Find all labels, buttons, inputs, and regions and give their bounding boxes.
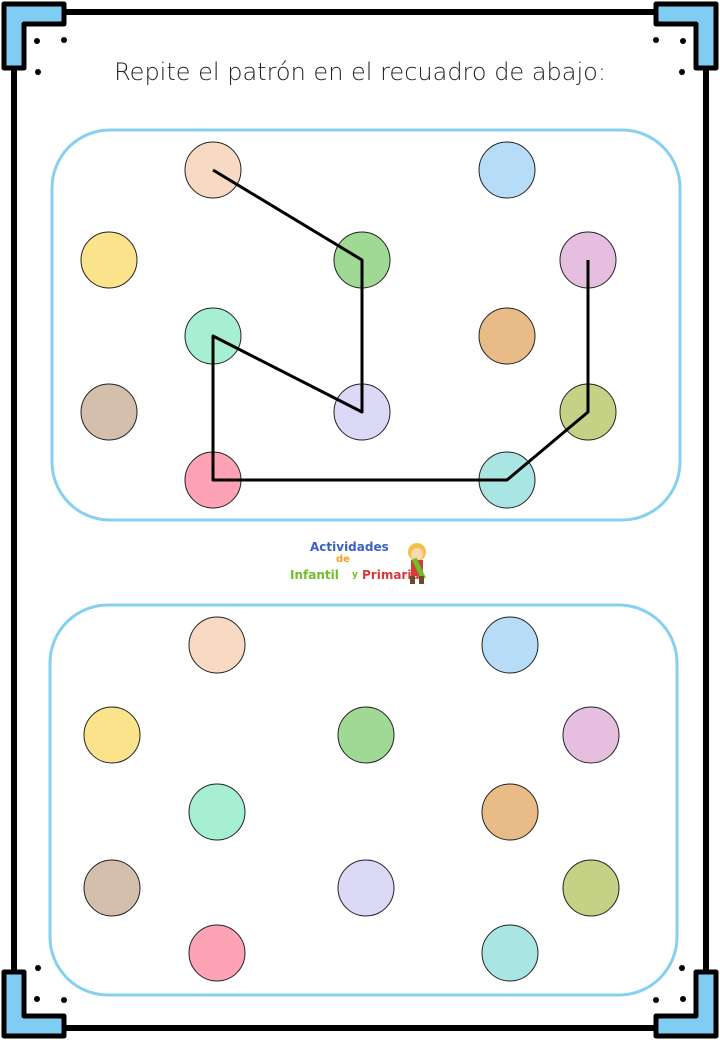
dot-orange[interactable] [481,783,539,841]
practice-dots[interactable] [83,616,620,982]
example-panel [50,128,682,522]
dot-mint[interactable] [188,783,246,841]
practice-panel [48,603,679,997]
corner-bracket-icon [1,1,67,75]
dot-yellow [80,231,138,289]
corner-bracket-icon [653,965,719,1039]
dot-teal[interactable] [481,924,539,982]
dot-brown[interactable] [83,859,141,917]
pattern-line [211,168,590,482]
dot-brown [80,383,138,441]
instruction-title: Repite el patrón en el recuadro de abajo… [114,58,606,86]
logo-text: Infantil [290,568,339,582]
dot-blue [478,141,536,199]
dot-lavender[interactable] [337,859,395,917]
dot-yellow[interactable] [83,706,141,764]
logo-text: Primaria [362,568,420,582]
girl-mascot-icon [408,543,426,584]
logo-text: y [352,570,358,580]
dot-peach[interactable] [188,616,246,674]
dot-orange [478,307,536,365]
corner-bracket-icon [1,965,67,1039]
logo-text: Actividades [310,540,389,554]
dot-olive[interactable] [562,859,620,917]
page-frame [11,9,709,1031]
example-dots [80,141,617,509]
dot-pink[interactable] [562,706,620,764]
logo-text: de [336,554,350,565]
dot-rose[interactable] [188,924,246,982]
dot-green[interactable] [337,706,395,764]
logo: Actividades de Infantil y Primaria [290,538,440,588]
corner-bracket-icon [653,1,719,75]
dot-blue[interactable] [481,616,539,674]
